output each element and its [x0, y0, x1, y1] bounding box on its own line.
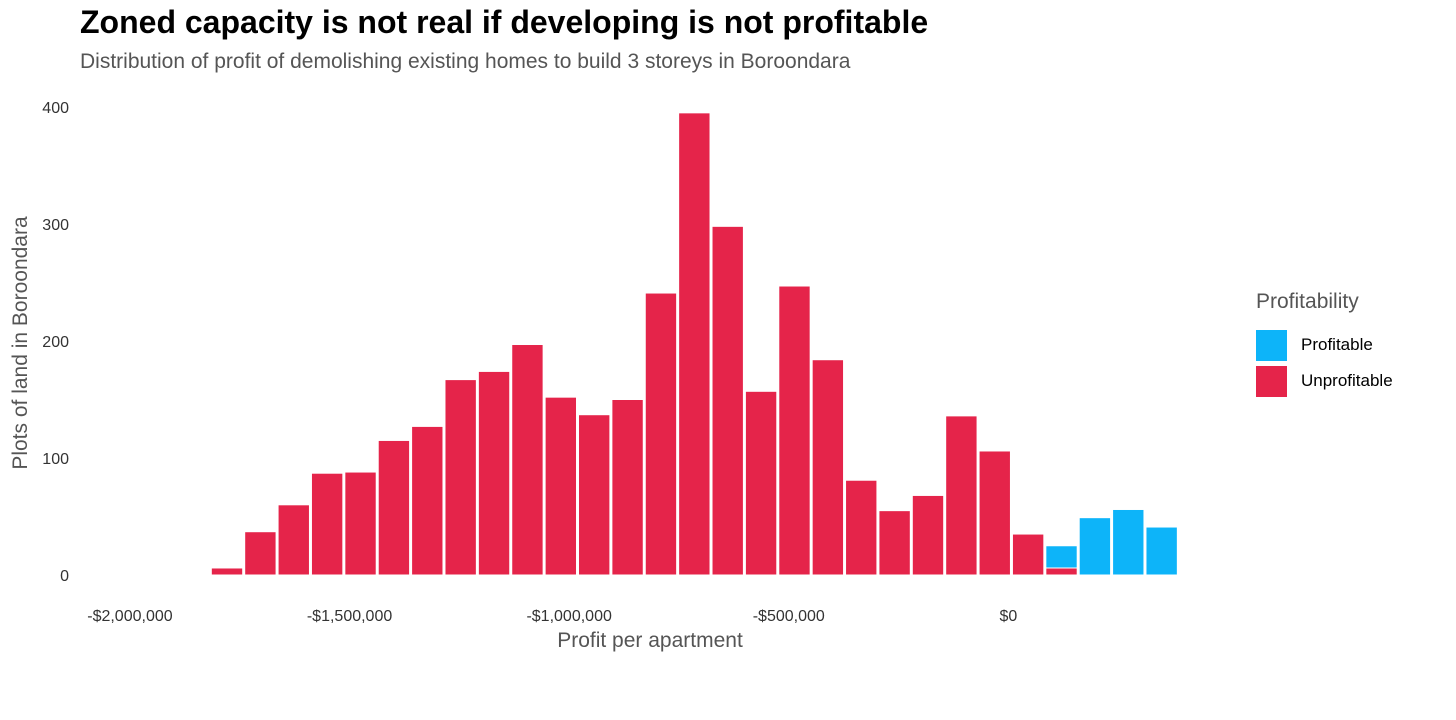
bar-profitable	[1045, 545, 1078, 569]
bar-unprofitable	[411, 425, 444, 576]
legend-item-profitable: Profitable	[1256, 329, 1393, 361]
bar-unprofitable	[611, 399, 644, 576]
y-tick-label: 100	[42, 451, 69, 468]
y-tick-labels: 0 100 200 300 400	[42, 100, 69, 585]
bar-unprofitable	[344, 471, 377, 576]
bar-unprofitable	[210, 567, 244, 576]
bar-unprofitable	[911, 494, 945, 576]
bar-unprofitable	[277, 504, 310, 576]
bar-unprofitable	[544, 396, 578, 576]
y-axis-label: Plots of land in Boroondara	[9, 216, 32, 470]
bar-unprofitable	[310, 472, 344, 576]
bar-unprofitable	[978, 450, 1011, 576]
legend-swatch-unprofitable	[1256, 365, 1287, 397]
bars-group	[210, 112, 1178, 576]
bar-unprofitable	[244, 531, 277, 576]
legend: Profitability Profitable Unprofitable	[1256, 290, 1393, 401]
x-tick-label: -$1,000,000	[526, 608, 612, 625]
bar-unprofitable	[878, 510, 911, 576]
bar-unprofitable	[578, 414, 611, 576]
x-tick-label: -$500,000	[753, 608, 825, 625]
y-tick-label: 300	[42, 217, 69, 234]
x-tick-label: $0	[999, 608, 1017, 625]
bar-profitable	[1112, 508, 1145, 576]
x-tick-label: -$2,000,000	[87, 608, 173, 625]
bar-unprofitable	[1045, 567, 1078, 576]
bar-unprofitable	[845, 479, 878, 576]
bar-unprofitable	[744, 390, 778, 576]
legend-swatch-profitable	[1256, 329, 1287, 361]
bar-unprofitable	[444, 379, 477, 576]
chart-title: Zoned capacity is not real if developing…	[80, 4, 929, 40]
bar-unprofitable	[477, 370, 511, 576]
chart-subtitle: Distribution of profit of demolishing ex…	[80, 50, 851, 73]
bar-unprofitable	[678, 112, 711, 576]
bar-unprofitable	[511, 344, 544, 576]
y-tick-label: 0	[60, 568, 69, 585]
x-axis-label: Profit per apartment	[557, 629, 743, 652]
bar-unprofitable	[945, 415, 978, 576]
bar-unprofitable	[778, 285, 811, 576]
legend-item-unprofitable: Unprofitable	[1256, 365, 1393, 397]
bar-unprofitable	[644, 292, 678, 576]
x-tick-label: -$1,500,000	[307, 608, 393, 625]
legend-label-unprofitable: Unprofitable	[1301, 371, 1393, 390]
bar-unprofitable	[711, 225, 744, 576]
bar-unprofitable	[811, 359, 845, 576]
bar-unprofitable	[377, 439, 411, 576]
bar-profitable	[1145, 526, 1178, 576]
legend-label-profitable: Profitable	[1301, 335, 1373, 354]
bar-profitable	[1078, 517, 1112, 576]
y-tick-label: 400	[42, 100, 69, 117]
bar-unprofitable	[1011, 533, 1045, 576]
y-tick-label: 200	[42, 334, 69, 351]
legend-title: Profitability	[1256, 290, 1359, 313]
x-tick-labels: -$2,000,000 -$1,500,000 -$1,000,000 -$500,0…	[87, 608, 1017, 625]
